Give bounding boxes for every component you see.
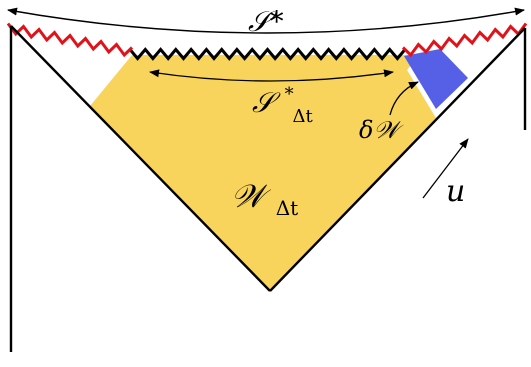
s-star-dt-sup: *	[285, 84, 294, 105]
s-star-dt-label: 𝒮 * Δt	[252, 74, 313, 127]
s-star-arrow	[7, 7, 525, 34]
right-null-line	[269, 27, 526, 292]
w-dt-sub: Δt	[276, 196, 298, 220]
s-star-dt-main: 𝒮	[252, 86, 281, 119]
s-star-label: 𝒮*	[248, 5, 284, 38]
s-star-dt-sub: Δt	[293, 106, 314, 127]
delta-w-pointer-arrow	[389, 81, 419, 116]
delta-w-label: δ𝒲	[359, 116, 404, 144]
red-zigzag-boundary-right	[401, 22, 528, 58]
red-zigzag-boundary-left	[6, 22, 134, 58]
black-zigzag-boundary	[128, 47, 407, 61]
penrose-frame	[9, 25, 527, 352]
w-dt-main: 𝒲	[231, 177, 272, 215]
s-star-dt-arrow	[149, 69, 394, 82]
delta-w-strip	[404, 49, 468, 109]
w-dt-label: 𝒲 Δt	[231, 177, 298, 220]
left-null-line	[10, 25, 271, 292]
wedge-region	[90, 55, 436, 291]
u-direction-arrow	[422, 138, 469, 199]
u-label: u	[446, 174, 465, 209]
